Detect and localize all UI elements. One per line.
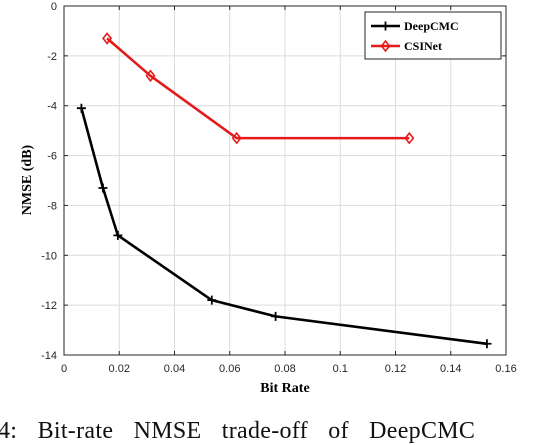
y-axis-ticks: 0 -2 -4 -6 -8 -10 -12 -14 [41, 1, 506, 362]
legend-box [364, 11, 502, 60]
legend: DeepCMC CSINet [364, 11, 502, 60]
x-axis-label: Bit Rate [260, 381, 309, 396]
diamond-marker [145, 69, 156, 83]
legend-label: DeepCMC [404, 19, 459, 33]
plus-marker [76, 103, 86, 113]
x-tick-label: 0.16 [495, 363, 516, 375]
diamond-marker [102, 32, 113, 45]
series-deepcmc [76, 103, 492, 349]
x-tick-label: 0.08 [274, 363, 295, 375]
figure-caption: 4: Bit-rate NMSE trade-off of DeepCMC [0, 418, 476, 444]
x-axis-ticks: 0 0.02 0.04 0.06 0.08 0.1 0.12 0.14 0.16 [61, 6, 517, 375]
diamond-marker [380, 39, 391, 53]
series-csinet [102, 32, 415, 145]
legend-label: CSINet [404, 39, 442, 53]
x-tick-label: 0.02 [109, 363, 130, 375]
x-tick-label: 0.1 [333, 363, 348, 375]
plus-marker [207, 295, 217, 305]
y-tick-label: 0 [51, 1, 57, 13]
legend-entry-deepcmc: DeepCMC [371, 19, 459, 33]
x-tick-label: 0 [61, 363, 67, 375]
plot-frame [63, 5, 507, 356]
x-tick-label: 0.14 [440, 363, 461, 375]
diamond-marker [231, 131, 242, 145]
plus-marker [113, 230, 123, 240]
y-tick-label: -8 [47, 200, 57, 212]
x-tick-label: 0.12 [385, 363, 406, 375]
y-tick-label: -4 [47, 101, 57, 113]
plus-marker [482, 339, 492, 349]
diamond-marker [404, 131, 415, 145]
series-layer [76, 32, 492, 349]
y-tick-label: -10 [41, 250, 57, 262]
plus-marker [271, 311, 281, 321]
y-tick-label: -6 [47, 151, 57, 163]
y-tick-label: -12 [41, 300, 57, 312]
series-line [106, 37, 410, 140]
nmse-vs-bitrate-chart: 0 0.02 0.04 0.06 0.08 0.1 0.12 0.14 0.16 0 -2 -4 -6… [20, 1, 517, 396]
grid-lines [64, 6, 506, 355]
y-tick-label: -2 [47, 51, 57, 63]
plus-marker [98, 183, 108, 193]
x-tick-label: 0.06 [219, 363, 240, 375]
y-axis-label: NMSE (dB) [20, 144, 35, 215]
legend-entry-csinet: CSINet [371, 39, 442, 53]
series-line [80, 107, 488, 346]
y-tick-label: -14 [41, 350, 57, 362]
plus-marker [381, 21, 390, 31]
x-tick-label: 0.04 [164, 363, 185, 375]
